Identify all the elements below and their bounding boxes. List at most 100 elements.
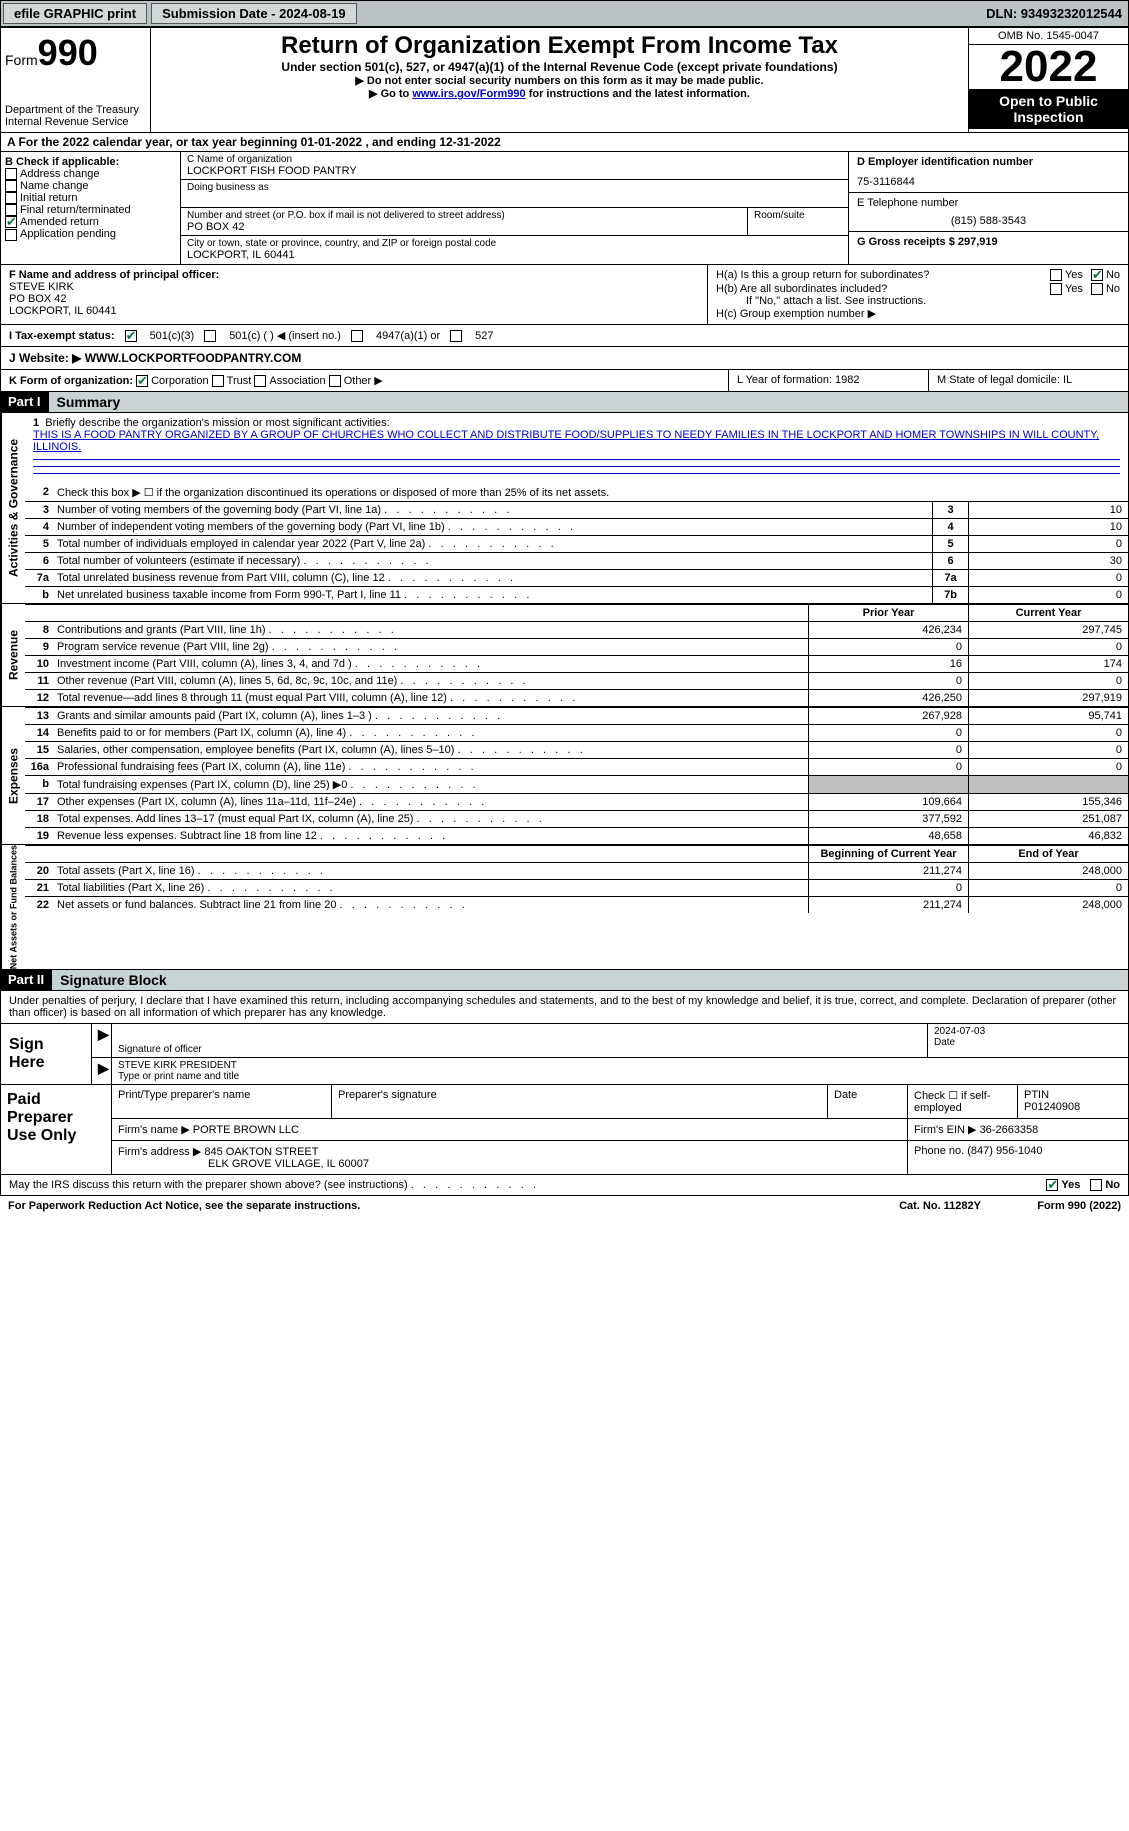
line-b: Total fundraising expenses (Part IX, col… [53,776,808,793]
prior-18: 377,592 [808,811,968,827]
527-checkbox[interactable] [450,330,462,342]
topbar: efile GRAPHIC print Submission Date - 20… [0,0,1129,27]
line-11: Other revenue (Part VIII, column (A), li… [53,673,808,689]
hc-label: H(c) Group exemption number ▶ [716,307,1120,320]
summary-netassets: Net Assets or Fund Balances Beginning of… [0,845,1129,970]
sig-date-label: Date [934,1037,1122,1048]
colb-label-1: Name change [20,180,89,192]
open-to-public: Open to Public Inspection [969,89,1128,129]
col-c-org-info: C Name of organization LOCKPORT FISH FOO… [181,152,848,264]
line2-text: Check this box ▶ ☐ if the organization d… [53,484,1128,501]
current-11: 0 [968,673,1128,689]
other-checkbox[interactable] [329,375,341,387]
sig-officer-label: Signature of officer [118,1044,921,1055]
street-label: Number and street (or P.O. box if mail i… [187,210,741,221]
colb-checkbox-1[interactable] [5,180,17,192]
line-13: Grants and similar amounts paid (Part IX… [53,708,808,724]
hb-label: H(b) Are all subordinates included? [716,283,1050,295]
colb-checkbox-5[interactable] [5,229,17,241]
current-9: 0 [968,639,1128,655]
firm-ein: 36-2663358 [980,1124,1039,1136]
ha-no-checkbox[interactable] [1091,269,1103,281]
current-19: 46,832 [968,828,1128,844]
irs-label: Internal Revenue Service [5,116,146,128]
prior-11: 0 [808,673,968,689]
colb-checkbox-4[interactable] [5,216,17,228]
form-ref: Form 990 (2022) [981,1200,1121,1212]
p-sig-label: Preparer's signature [332,1085,828,1118]
current-12: 297,919 [968,690,1128,706]
summary-revenue: Revenue Prior Year Current Year 8Contrib… [0,604,1129,707]
trust-checkbox[interactable] [212,375,224,387]
part1-head: Part I [0,392,49,413]
summary-expenses: Expenses 13Grants and similar amounts pa… [0,707,1129,845]
line-k: K Form of organization: Corporation Trus… [0,370,1129,392]
hb-no-checkbox[interactable] [1091,283,1103,295]
row-a-tax-year: A For the 2022 calendar year, or tax yea… [0,133,1129,152]
begin-year-head: Beginning of Current Year [808,846,968,862]
current-10: 174 [968,656,1128,672]
street-value: PO BOX 42 [187,221,741,233]
prior-9: 0 [808,639,968,655]
prior-21: 0 [808,880,968,896]
prior-15: 0 [808,742,968,758]
tax-year: 2022 [969,45,1128,89]
colb-label-2: Initial return [20,192,77,204]
501c3-checkbox[interactable] [125,330,137,342]
irs-link[interactable]: www.irs.gov/Form990 [412,88,525,100]
gov-val-5: 0 [968,536,1128,552]
ha-yes-checkbox[interactable] [1050,269,1062,281]
form-org-label: K Form of organization: [9,375,133,387]
current-22: 248,000 [968,897,1128,913]
colb-checkbox-2[interactable] [5,192,17,204]
line-i-tax-status: I Tax-exempt status: 501(c)(3) 501(c) ( … [0,325,1129,347]
line-16a: Professional fundraising fees (Part IX, … [53,759,808,775]
firm-name-label: Firm's name ▶ [118,1124,190,1136]
efile-print-button[interactable]: efile GRAPHIC print [3,3,147,24]
officer-addr2: LOCKPORT, IL 60441 [9,305,117,317]
may-no-checkbox[interactable] [1090,1179,1102,1191]
gov-line-5: Total number of individuals employed in … [53,536,932,552]
sig-date-value: 2024-07-03 [934,1026,1122,1037]
prior-14: 0 [808,725,968,741]
line-12: Total revenue—add lines 8 through 11 (mu… [53,690,808,706]
gov-line-7a: Total unrelated business revenue from Pa… [53,570,932,586]
may-discuss-text: May the IRS discuss this return with the… [9,1179,536,1191]
firm-phone: (847) 956-1040 [967,1145,1042,1157]
gov-val-b: 0 [968,587,1128,603]
form-header: Form990 Department of the Treasury Inter… [0,27,1129,133]
assoc-checkbox[interactable] [254,375,266,387]
org-name: LOCKPORT FISH FOOD PANTRY [187,165,842,177]
current-13: 95,741 [968,708,1128,724]
paid-preparer-block: Paid Preparer Use Only Print/Type prepar… [0,1085,1129,1175]
vtab-governance: Activities & Governance [1,413,25,603]
org-name-label: C Name of organization [187,154,842,165]
paid-preparer-label: Paid Preparer Use Only [1,1085,111,1174]
hb-yes-checkbox[interactable] [1050,283,1062,295]
summary-governance: Activities & Governance 1 Briefly descri… [0,413,1129,604]
line-8: Contributions and grants (Part VIII, lin… [53,622,808,638]
current-8: 297,745 [968,622,1128,638]
colb-label-4: Amended return [20,216,99,228]
officer-name-title: STEVE KIRK PRESIDENT [118,1060,1122,1071]
col-b-label: B Check if applicable: [5,156,119,168]
prior-20: 211,274 [808,863,968,879]
submission-date-button[interactable]: Submission Date - 2024-08-19 [151,3,357,24]
501c-checkbox[interactable] [204,330,216,342]
sign-here-label: Sign Here [1,1024,91,1084]
gov-line-6: Total number of volunteers (estimate if … [53,553,932,569]
line-15: Salaries, other compensation, employee b… [53,742,808,758]
f-label: F Name and address of principal officer: [9,269,219,281]
part1-title: Summary [49,392,1129,413]
prior-year-head: Prior Year [808,605,968,621]
end-year-head: End of Year [968,846,1128,862]
corp-checkbox[interactable] [136,375,148,387]
may-yes-checkbox[interactable] [1046,1179,1058,1191]
line-17: Other expenses (Part IX, column (A), lin… [53,794,808,810]
colb-label-5: Application pending [20,228,116,240]
4947-checkbox[interactable] [351,330,363,342]
col-d-ein: D Employer identification number 75-3116… [848,152,1128,264]
colb-checkbox-0[interactable] [5,168,17,180]
instructions-link-row: ▶ Go to www.irs.gov/Form990 for instruct… [155,87,964,100]
p-check-label: Check ☐ if self-employed [908,1085,1018,1118]
